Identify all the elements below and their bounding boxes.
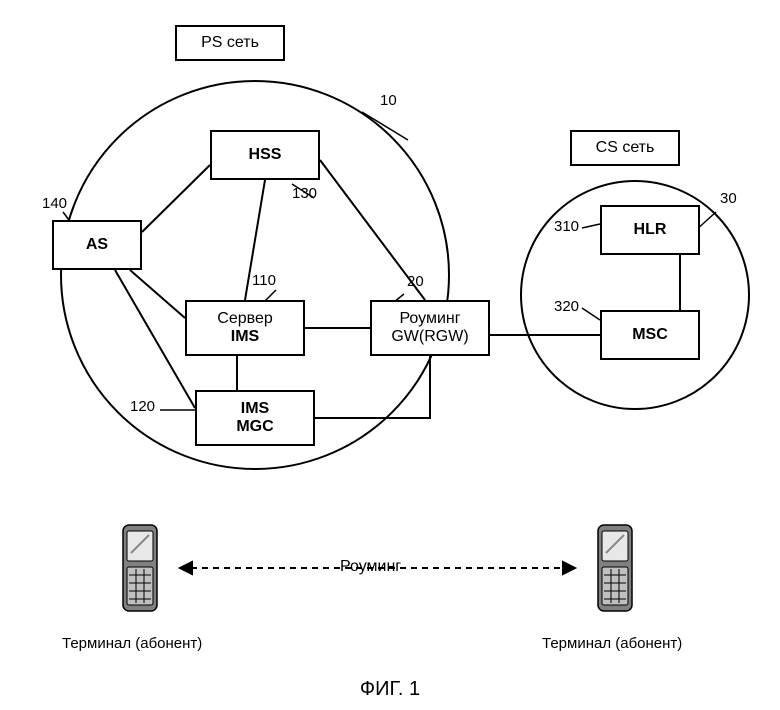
ims-server-label2: IMS — [231, 328, 259, 346]
rgw-label1: Роуминг — [399, 310, 460, 328]
hss-label: HSS — [249, 146, 282, 164]
as-node: AS — [52, 220, 142, 270]
network-diagram: PS сеть CS сеть HSS AS Сервер IMS IMS MG… — [0, 0, 780, 710]
num-110: 110 — [252, 272, 276, 289]
num-120: 120 — [130, 398, 155, 415]
terminal-right-label: Терминал (абонент) — [542, 635, 682, 652]
num-310: 310 — [554, 218, 579, 235]
num-20: 20 — [407, 273, 424, 290]
terminal-left-label: Терминал (абонент) — [62, 635, 202, 652]
ims-server-node: Сервер IMS — [185, 300, 305, 356]
ims-server-label1: Сервер — [217, 310, 272, 328]
figure-label: ФИГ. 1 — [0, 678, 780, 701]
ims-mgc-node: IMS MGC — [195, 390, 315, 446]
as-label: AS — [86, 236, 108, 254]
ps-title-text: PS сеть — [201, 34, 259, 52]
hlr-node: HLR — [600, 205, 700, 255]
num-140: 140 — [42, 195, 67, 212]
ims-mgc-label1: IMS — [241, 400, 269, 418]
hlr-label: HLR — [634, 221, 667, 239]
num-320: 320 — [554, 298, 579, 315]
cs-title-box: CS сеть — [570, 130, 680, 166]
phone-right-icon — [590, 523, 640, 613]
ps-title-box: PS сеть — [175, 25, 285, 61]
cs-title-text: CS сеть — [596, 139, 655, 157]
rgw-label2: GW(RGW) — [391, 328, 468, 346]
roaming-label: Роуминг — [340, 558, 401, 576]
num-130: 130 — [292, 185, 317, 202]
num-30: 30 — [720, 190, 737, 207]
rgw-node: Роуминг GW(RGW) — [370, 300, 490, 356]
hss-node: HSS — [210, 130, 320, 180]
num-10: 10 — [380, 92, 397, 109]
ims-mgc-label2: MGC — [236, 418, 273, 436]
msc-label: MSC — [632, 326, 668, 344]
msc-node: MSC — [600, 310, 700, 360]
phone-left-icon — [115, 523, 165, 613]
